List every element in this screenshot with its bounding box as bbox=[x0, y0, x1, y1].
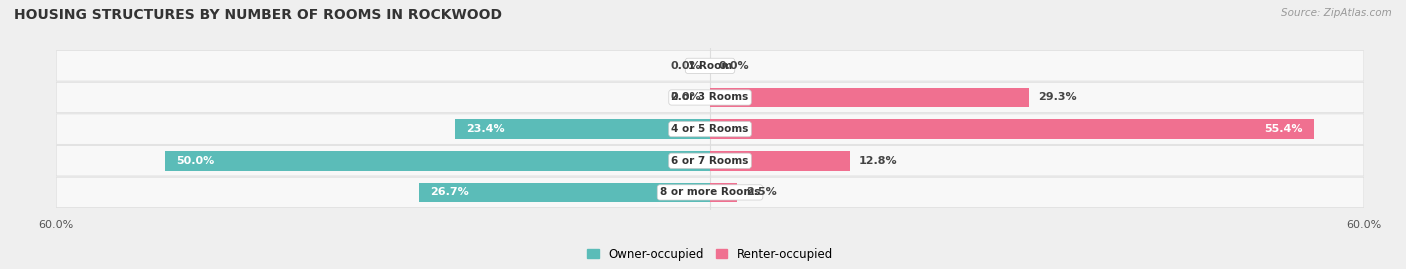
Text: 26.7%: 26.7% bbox=[430, 187, 468, 197]
Bar bbox=[710, 183, 737, 202]
Text: 8 or more Rooms: 8 or more Rooms bbox=[659, 187, 761, 197]
Bar bbox=[710, 119, 1313, 139]
FancyBboxPatch shape bbox=[56, 82, 1364, 113]
Text: 4 or 5 Rooms: 4 or 5 Rooms bbox=[671, 124, 749, 134]
Legend: Owner-occupied, Renter-occupied: Owner-occupied, Renter-occupied bbox=[582, 243, 838, 265]
FancyBboxPatch shape bbox=[56, 51, 1364, 81]
Text: 1 Room: 1 Room bbox=[688, 61, 733, 71]
Text: 2.5%: 2.5% bbox=[747, 187, 776, 197]
Text: 12.8%: 12.8% bbox=[858, 156, 897, 166]
Text: Source: ZipAtlas.com: Source: ZipAtlas.com bbox=[1281, 8, 1392, 18]
Text: 0.0%: 0.0% bbox=[718, 61, 749, 71]
Text: 0.0%: 0.0% bbox=[671, 93, 702, 102]
Bar bbox=[166, 151, 710, 171]
FancyBboxPatch shape bbox=[56, 114, 1364, 144]
Text: 55.4%: 55.4% bbox=[1264, 124, 1303, 134]
FancyBboxPatch shape bbox=[56, 177, 1364, 208]
FancyBboxPatch shape bbox=[56, 146, 1364, 176]
Bar bbox=[456, 119, 710, 139]
Bar bbox=[710, 151, 849, 171]
Text: HOUSING STRUCTURES BY NUMBER OF ROOMS IN ROCKWOOD: HOUSING STRUCTURES BY NUMBER OF ROOMS IN… bbox=[14, 8, 502, 22]
Text: 0.0%: 0.0% bbox=[671, 61, 702, 71]
Text: 29.3%: 29.3% bbox=[1038, 93, 1077, 102]
Text: 50.0%: 50.0% bbox=[176, 156, 214, 166]
Text: 2 or 3 Rooms: 2 or 3 Rooms bbox=[672, 93, 748, 102]
Bar bbox=[419, 183, 710, 202]
Bar bbox=[710, 88, 1029, 107]
Text: 6 or 7 Rooms: 6 or 7 Rooms bbox=[671, 156, 749, 166]
Text: 23.4%: 23.4% bbox=[465, 124, 505, 134]
